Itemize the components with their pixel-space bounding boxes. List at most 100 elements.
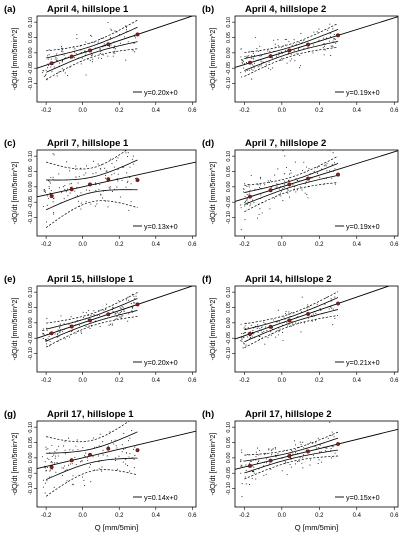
scatter-point [78,324,80,326]
binned-point [135,302,140,307]
scatter-point [281,46,283,48]
scatter-point [240,459,242,461]
scatter-point [242,337,244,339]
scatter-point [323,45,326,47]
scatter-point [129,437,131,439]
scatter-point [271,449,273,451]
scatter-point [240,72,242,74]
scatter-point [102,441,104,443]
binned-point [336,33,340,38]
scatter-point [47,180,49,182]
scatter-point [245,344,247,346]
scatter-point [334,183,336,185]
y-axis-label: -dQ/dt [mm/5min^2] [208,298,217,361]
scatter-point [85,312,87,314]
scatter-point [115,312,117,315]
scatter-point [252,199,254,201]
scatter-point [74,51,76,53]
scatter-point [293,39,295,41]
scatter-point [45,221,48,223]
scatter-point [114,439,116,441]
scatter-point [64,449,66,451]
scatter-point [101,470,103,472]
scatter-point [58,71,60,73]
scatter-point [132,448,135,450]
scatter-point [320,451,322,453]
scatter-point [242,60,244,62]
scatter-point [103,43,105,45]
scatter-point [43,334,45,336]
scatter-point [90,481,92,483]
y-tick-label: 0.10 [28,17,34,28]
scatter-point [89,42,91,44]
scatter-point [285,310,287,313]
scatter-point [243,332,245,334]
fit-line [235,16,398,68]
scatter-point [275,183,277,185]
scatter-point [278,188,280,190]
scatter-point [330,447,332,450]
scatter-point [115,445,117,447]
scatter-point [253,471,255,473]
scatter-point [326,163,328,165]
scatter-point [291,58,293,60]
y-tick-label: 0.00 [28,452,34,463]
scatter-point [114,313,116,315]
scatter-point [99,183,101,186]
scatter-point [81,476,83,478]
scatter-point [259,55,261,57]
scatter-point [284,180,286,182]
scatter-point [252,329,254,332]
scatter-point [335,42,337,44]
binned-point [287,318,292,323]
scatter-point [253,333,255,335]
scatter-point [105,309,107,311]
scatter-point [48,49,50,51]
scatter-point [246,204,248,206]
scatter-point [64,338,66,340]
scatter-point [127,180,129,182]
scatter-point [303,454,305,456]
scatter-point [259,184,261,186]
scatter-point [259,176,262,179]
scatter-point [261,61,263,63]
legend-label: y=0.19x+0 [346,222,380,231]
scatter-point [127,296,129,298]
scatter-point [57,336,59,338]
scatter-point [80,167,82,169]
scatter-point [325,447,327,449]
scatter-point [256,327,258,330]
scatter-point [330,298,332,300]
scatter-point [265,326,267,328]
scatter-point [56,53,58,55]
scatter-point [108,324,110,326]
scatter-point [268,67,270,69]
scatter-point [296,189,299,191]
scatter-point [323,37,325,39]
scatter-point [325,37,327,39]
scatter-point [64,72,66,74]
scatter-point [80,63,82,65]
scatter-point [128,470,131,472]
scatter-point [99,48,101,50]
scatter-point [292,453,294,455]
scatter-point [131,293,134,295]
fit-line [37,161,196,198]
scatter-point [318,446,320,448]
scatter-point [87,315,89,317]
scatter-point [99,48,101,51]
scatter-point [255,456,257,458]
scatter-point [48,476,50,478]
scatter-point [329,150,331,151]
scatter-point [99,433,101,435]
scatter-point [44,75,47,77]
y-tick-label: 0.05 [28,302,34,313]
binned-point [268,458,273,463]
scatter-point [74,190,76,192]
binned-point [106,42,111,47]
scatter-point [49,470,51,472]
scatter-point [85,165,88,167]
scatter-point [84,50,86,52]
scatter-point [280,51,282,53]
scatter-point [91,54,94,56]
